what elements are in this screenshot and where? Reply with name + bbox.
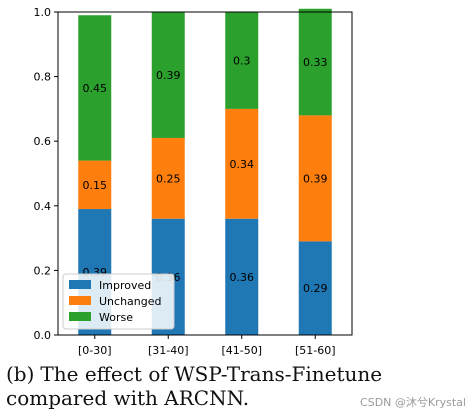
legend-swatch-unchanged <box>69 296 91 305</box>
legend-label-improved: Improved <box>99 279 151 292</box>
data-label-unchanged-2: 0.34 <box>230 158 255 171</box>
data-label-worse-2: 0.3 <box>233 54 251 67</box>
legend: Improved Unchanged Worse <box>62 273 175 330</box>
data-label-improved-2: 0.36 <box>230 271 255 284</box>
bar-improved-2 <box>225 218 259 335</box>
bar-improved-3 <box>298 241 332 335</box>
y-axis: 0.0 0.2 0.4 0.6 0.8 1.0 <box>34 6 58 342</box>
data-label-improved-3: 0.29 <box>303 282 328 295</box>
legend-swatch-worse <box>69 312 91 321</box>
bar-worse-0 <box>78 15 112 161</box>
watermark: CSDN @沐兮Krystal <box>360 396 466 409</box>
caption-text: The effect of WSP-Trans-Finetune compare… <box>6 362 383 410</box>
legend-swatch-improved <box>69 280 91 289</box>
y-tick-label-2: 0.4 <box>34 200 52 213</box>
data-label-unchanged-3: 0.39 <box>303 172 328 185</box>
data-label-unchanged-0: 0.15 <box>83 179 108 192</box>
bar-labels-group: 0.390.150.450.360.250.390.360.340.30.290… <box>83 54 328 295</box>
bar-worse-2 <box>225 12 259 109</box>
bar-worse-3 <box>298 8 332 116</box>
plot-frame <box>57 11 353 336</box>
bar-unchanged-3 <box>298 115 332 242</box>
x-tick-label-3: [51-60] <box>295 344 336 357</box>
y-tick-label-4: 0.8 <box>34 71 52 84</box>
x-axis: [0-30] [31-40] [41-50] [51-60] <box>78 335 336 357</box>
y-tick-label-3: 0.6 <box>34 135 52 148</box>
caption-prefix: (b) <box>6 362 35 386</box>
x-tick-label-1: [31-40] <box>148 344 189 357</box>
figure-caption: (b) The effect of WSP-Trans-Finetune comp… <box>6 362 468 410</box>
data-label-worse-0: 0.45 <box>83 82 108 95</box>
legend-label-unchanged: Unchanged <box>99 295 162 308</box>
y-tick-label-1: 0.2 <box>34 264 52 277</box>
y-tick-label-5: 1.0 <box>34 6 52 19</box>
legend-label-worse: Worse <box>99 311 133 324</box>
bar-unchanged-1 <box>151 137 185 219</box>
data-label-unchanged-1: 0.25 <box>156 172 181 185</box>
x-tick-label-0: [0-30] <box>78 344 112 357</box>
bar-worse-1 <box>151 12 185 138</box>
bars-group <box>78 8 332 335</box>
x-tick-label-2: [41-50] <box>221 344 262 357</box>
data-label-worse-3: 0.33 <box>303 56 328 69</box>
bar-unchanged-0 <box>78 160 112 210</box>
bar-unchanged-2 <box>225 108 259 219</box>
y-tick-label-0: 0.0 <box>34 329 52 342</box>
data-label-worse-1: 0.39 <box>156 69 181 82</box>
